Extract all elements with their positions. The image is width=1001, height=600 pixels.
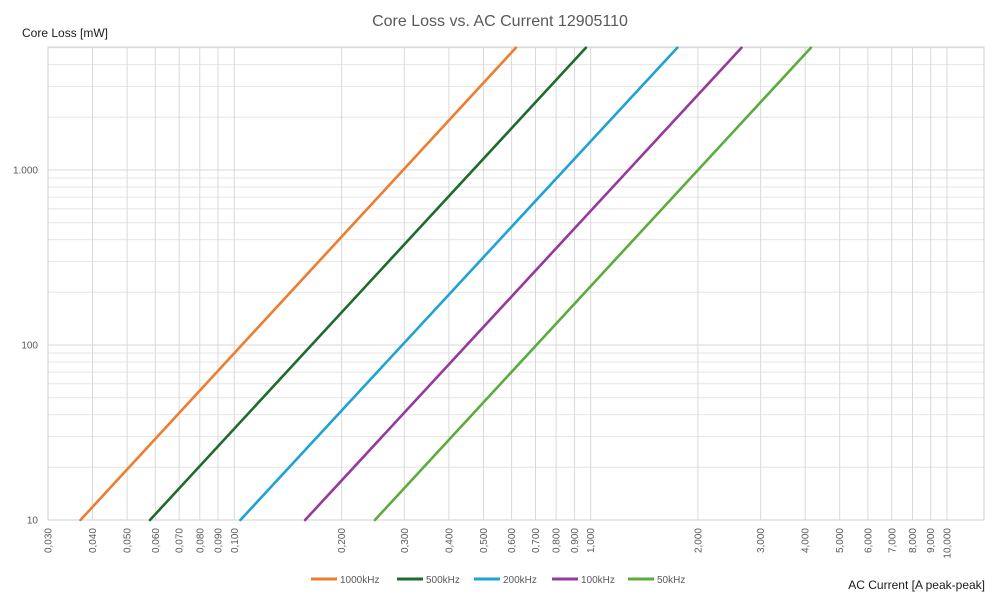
y-tick-label: 100 [21,341,38,352]
x-tick-label: 0,500 [479,528,490,553]
x-tick-label: 6,000 [863,528,874,553]
legend-label-50kHz: 50kHz [657,575,685,586]
x-tick-label: 3,000 [756,528,767,553]
x-tick-label: 0,700 [531,528,542,553]
x-tick-label: 5,000 [835,528,846,553]
grid [47,47,984,521]
x-tick-labels: 0,030 0,040 0,050 0,060 0,070 0,080 0,090 0,100… [44,528,954,559]
x-tick-label: 0,080 [195,528,206,553]
x-tick-label: 0,900 [570,528,581,553]
x-tick-label: 4,000 [801,528,812,553]
legend-label-500kHz: 500kHz [426,575,460,586]
x-tick-label: 9,000 [926,528,937,553]
x-tick-label: 0,600 [507,528,518,553]
legend: 1000kHz 500kHz 200kHz 100kHz 50kHz [311,575,685,586]
series-line-100kHz [303,46,743,522]
y-axis-label: Core Loss [mW] [22,26,108,40]
x-tick-label: 0,100 [230,528,241,553]
x-axis-label: AC Current [A peak-peak] [848,578,985,592]
series-lines [79,46,813,522]
x-tick-label: 10,000 [943,528,954,559]
x-tick-label: 8,000 [908,528,919,553]
x-tick-label: 0,070 [175,528,186,553]
x-tick-label: 0,300 [400,528,411,553]
series-line-200kHz [239,46,679,522]
plot-area-border [47,46,985,521]
x-tick-label: 0,090 [214,528,225,553]
x-tick-label: 0,200 [337,528,348,553]
x-tick-label: 0,060 [151,528,162,553]
x-tick-label: 2,000 [693,528,704,553]
legend-label-1000kHz: 1000kHz [340,575,379,586]
y-tick-labels: 10 100 1.000 [13,166,38,527]
legend-label-100kHz: 100kHz [581,575,615,586]
series-line-500kHz [148,46,588,522]
x-tick-label: 0,040 [88,528,99,553]
series-line-50kHz [373,46,813,522]
y-tick-label: 1.000 [13,166,38,177]
x-tick-label: 0,400 [444,528,455,553]
x-tick-label: 7,000 [887,528,898,553]
chart-title: Core Loss vs. AC Current 12905110 [372,13,628,30]
x-tick-label: 0,050 [123,528,134,553]
legend-label-200kHz: 200kHz [503,575,537,586]
x-tick-label: 1,000 [586,528,597,553]
y-tick-label: 10 [27,516,39,527]
x-tick-label: 0,030 [44,528,55,553]
series-line-1000kHz [79,46,518,522]
x-tick-label: 0,800 [552,528,563,553]
